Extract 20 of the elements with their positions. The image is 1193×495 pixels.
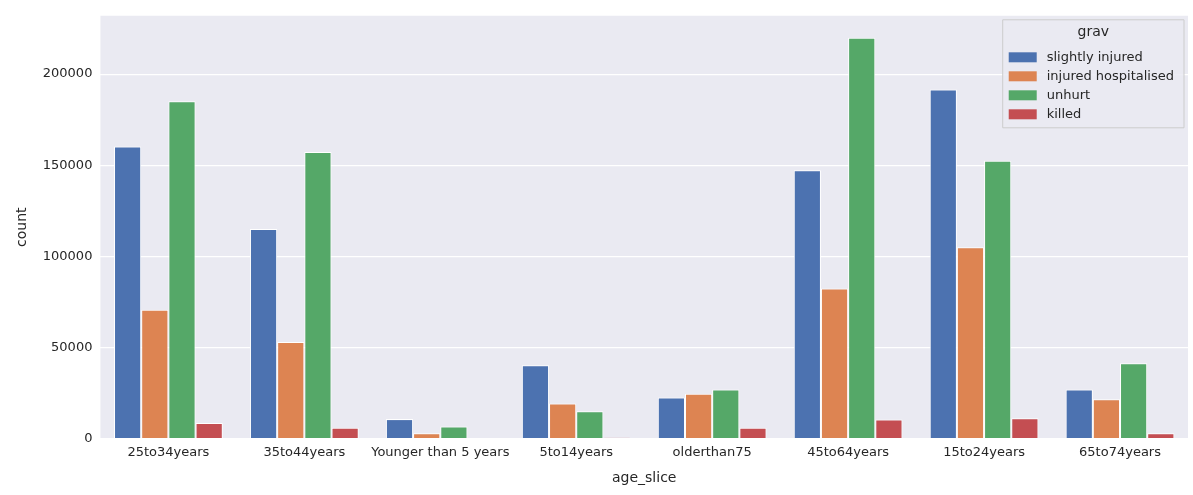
x-tick-label: 15to24years	[943, 443, 1026, 459]
legend-title: grav	[1077, 23, 1110, 40]
x-tick-label: Younger than 5 years	[370, 443, 510, 459]
y-axis-title: count	[13, 206, 30, 247]
x-tick-label: 25to34years	[127, 443, 210, 459]
x-tick-label: 5to14years	[539, 443, 614, 459]
legend-label: killed	[1046, 105, 1082, 121]
legend-label: injured hospitalised	[1046, 67, 1175, 83]
y-tick-label: 0	[84, 429, 93, 445]
y-tick-label: 100000	[42, 247, 93, 263]
legend-label: unhurt	[1046, 86, 1091, 102]
x-tick-label: 35to44years	[263, 443, 346, 459]
y-tick-label: 50000	[51, 338, 93, 354]
x-axis-title: age_slice	[611, 469, 677, 486]
x-tick-label: 65to74years	[1079, 443, 1162, 459]
legend-label: slightly injured	[1046, 48, 1143, 64]
x-tick-label: 45to64years	[807, 443, 890, 459]
y-tick-label: 150000	[42, 156, 93, 172]
y-tick-label: 200000	[42, 65, 93, 81]
x-tick-label: olderthan75	[672, 443, 752, 459]
